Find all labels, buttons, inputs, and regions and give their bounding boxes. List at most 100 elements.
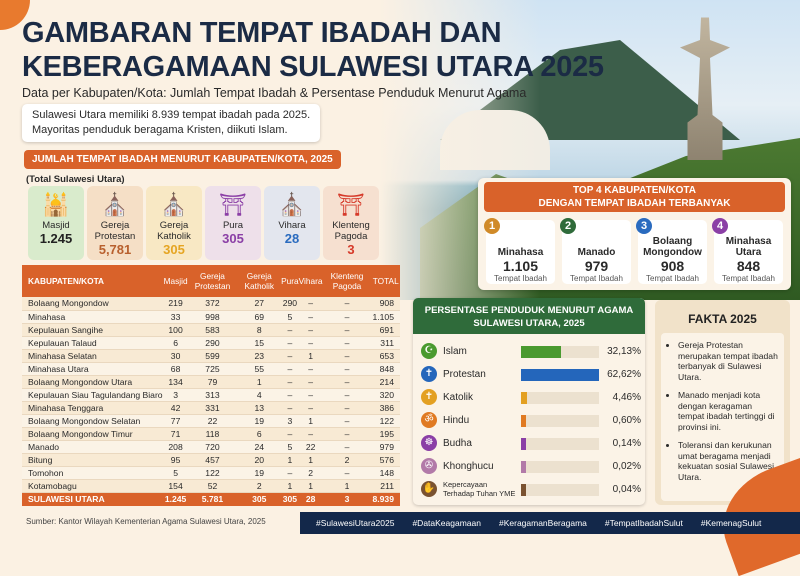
table-cell: 908 — [371, 297, 400, 311]
rank-badge: 2 — [560, 218, 576, 234]
table-cell: 720 — [187, 440, 238, 454]
fakta-item: Manado menjadi kota dengan keragaman tem… — [678, 390, 779, 432]
count-card-klenteng-pagoda: ⛩ Klenteng Pagoda 3 — [323, 186, 379, 260]
count-card-gereja-katholik: ⛪ Gereja Katholik 305 — [146, 186, 202, 260]
column-header: KABUPATEN/KOTA — [22, 265, 164, 297]
table-row: Tomohon 5 122 19–2–148 — [22, 466, 400, 480]
card-label: Pura — [222, 220, 244, 231]
hashtag[interactable]: #SulawesiUtara2025 — [316, 518, 395, 528]
table-cell: – — [322, 388, 372, 402]
table-cell: – — [322, 323, 372, 337]
table-cell: – — [281, 388, 299, 402]
top4-value: 848 — [736, 258, 761, 274]
table-cell: Kepulauan Talaud — [22, 336, 164, 350]
table-cell: – — [281, 401, 299, 415]
table-cell: 1 — [281, 453, 299, 467]
hashtag[interactable]: #KeragamanBeragama — [498, 518, 587, 528]
column-header: Masjid — [163, 265, 188, 297]
table-cell: – — [322, 440, 372, 454]
top4-card: 3 Bolaang Mongondow 908 Tempat Ibadah — [636, 218, 707, 284]
table-cell: 77 — [163, 414, 188, 428]
table-row: Minahasa Utara 68 725 55– – –848 — [22, 362, 400, 376]
percentage-bar-track — [521, 461, 599, 473]
percentage-row: ☸ Budha 0,14% — [421, 434, 641, 454]
top4-name: Minahasa — [497, 247, 544, 258]
table-cell: 1.245 — [163, 492, 188, 506]
hashtag[interactable]: #TempatIbadahSulut — [604, 518, 683, 528]
table-cell: Minahasa Tenggara — [22, 401, 164, 415]
table-cell: 195 — [371, 427, 400, 441]
table-cell: 331 — [187, 401, 238, 415]
religion-label: Katolik — [443, 392, 474, 403]
table-cell: 4 — [237, 388, 282, 402]
table-cell: 2 — [237, 479, 282, 493]
table-row: Bitung 95 457 20 1 1 2 576 — [22, 453, 400, 467]
table-cell: Bolaang Mongondow Selatan — [22, 414, 164, 428]
percentage-row: ☪ Islam 32,13% — [421, 342, 641, 362]
top4-panel: TOP 4 KABUPATEN/KOTA DENGAN TEMPAT IBADAH… — [478, 178, 791, 290]
percentage-bar — [521, 484, 526, 496]
table-cell: – — [298, 427, 323, 441]
summary-box: Sulawesi Utara memiliki 8.939 tempat iba… — [22, 104, 321, 142]
religion-percentage-panel: PERSENTASE PENDUDUK MENURUT AGAMA SULAWES… — [413, 298, 645, 505]
table-cell: 15 — [237, 336, 282, 350]
count-card-pura: ⛩ Pura 305 — [205, 186, 261, 260]
top4-name: Bolaang Mongondow — [643, 236, 702, 258]
card-value: 305 — [163, 242, 185, 257]
percentage-value: 0,02% — [612, 461, 641, 472]
mosque-icon: 🕌 — [42, 192, 70, 217]
table-cell: 42 — [163, 401, 188, 415]
table-cell: 2 — [298, 466, 323, 480]
table-cell: 1 — [298, 349, 323, 363]
percentage-value: 0,60% — [612, 415, 641, 426]
table-cell: 311 — [371, 336, 400, 350]
table-cell: – — [281, 375, 299, 389]
rank-badge: 4 — [712, 218, 728, 234]
table-cell: – — [322, 466, 372, 480]
table-cell: 211 — [371, 479, 400, 493]
cross-icon: ✝ — [421, 366, 437, 382]
table-row: Kepulauan Sangihe 100 583 8– – –691 — [22, 323, 400, 337]
table-cell: Minahasa Selatan — [22, 349, 164, 363]
table-cell: 386 — [371, 401, 400, 415]
hashtag-footer: #SulawesiUtara2025 #DataKeagamaan #Kerag… — [300, 512, 800, 534]
percentage-value: 0,14% — [612, 438, 641, 449]
table-cell: Kepulauan Sangihe — [22, 323, 164, 337]
percentage-bar — [521, 346, 562, 358]
percentage-bar — [521, 438, 526, 450]
table-cell: 118 — [187, 427, 238, 441]
table-cell: – — [298, 310, 323, 324]
table-row: Manado 208 720 24 5 22–979 — [22, 440, 400, 454]
page-title: GAMBARAN TEMPAT IBADAH DAN KEBERAGAMAAN S… — [22, 17, 604, 83]
table-cell: 6 — [237, 427, 282, 441]
table-cell: – — [322, 297, 372, 311]
rank-badge: 3 — [636, 218, 652, 234]
table-cell: 28 — [298, 492, 323, 506]
table-cell: 27 — [237, 297, 282, 311]
religion-label: Islam — [443, 346, 467, 357]
table-cell: – — [281, 466, 299, 480]
top4-card: 4 Minahasa Utara 848 Tempat Ibadah — [712, 218, 783, 284]
table-cell: 122 — [371, 414, 400, 428]
table-cell: – — [322, 336, 372, 350]
table-cell: – — [298, 297, 323, 311]
percentage-row: ✇ Khonghucu 0,02% — [421, 457, 641, 477]
worship-places-table: KABUPATEN/KOTA Masjid Gereja Protestan Gere… — [22, 265, 400, 506]
table-cell: 457 — [187, 453, 238, 467]
table-cell: 219 — [163, 297, 188, 311]
table-row: Bolaang Mongondow 219 372 27 290– –908 — [22, 297, 400, 311]
hashtag[interactable]: #DataKeagamaan — [412, 518, 481, 528]
table-cell: – — [322, 349, 372, 363]
table-cell: 1 — [281, 479, 299, 493]
table-cell: 6 — [163, 336, 188, 350]
percentage-bar-track — [521, 369, 599, 381]
table-cell: – — [322, 310, 372, 324]
table-cell: 5 — [281, 310, 299, 324]
table-cell: Bolaang Mongondow — [22, 297, 164, 311]
hashtag[interactable]: #KemenagSulut — [700, 518, 762, 528]
table-cell: 95 — [163, 453, 188, 467]
top4-unit: Tempat Ibadah — [570, 274, 623, 283]
table-cell: 998 — [187, 310, 238, 324]
percentage-bar — [521, 392, 527, 404]
percentage-bar-track — [521, 415, 599, 427]
